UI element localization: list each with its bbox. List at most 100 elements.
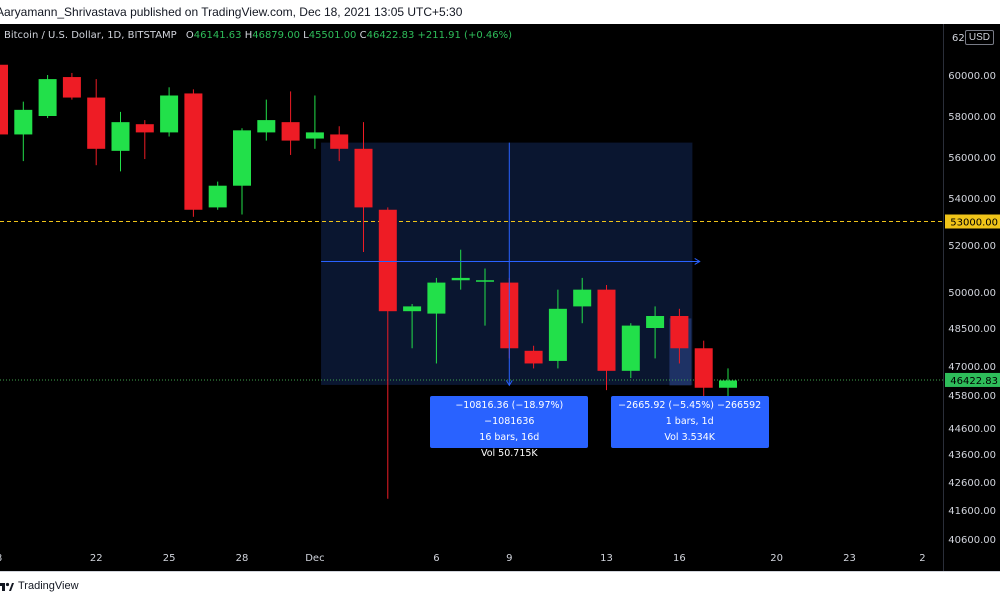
- bullish-candle: [208, 181, 227, 210]
- y-axis-tick-label: 41600.00: [948, 506, 996, 517]
- bullish-candle: [573, 277, 592, 324]
- price-range-measure-box[interactable]: −2665.92 (−5.45%) −266592 1 bars, 1d Vol…: [610, 396, 769, 448]
- bearish-candle: [694, 340, 713, 398]
- bearish-candle: [135, 120, 154, 160]
- currency-button[interactable]: USD: [964, 30, 994, 45]
- y-axis-tick-label: 56000.00: [948, 153, 996, 164]
- candlestick-chart[interactable]: 8 22 25 28 Dec 6 9 13 16 20 23 2: [0, 24, 943, 571]
- candle-body: [646, 316, 665, 328]
- y-axis-tick-label: 43600.00: [948, 450, 996, 461]
- price-range-measure-box[interactable]: −10816.36 (−18.97%) −1081636 16 bars, 16…: [430, 396, 589, 459]
- candle-body: [62, 77, 81, 98]
- candle-body: [305, 132, 324, 139]
- candle-body: [330, 134, 349, 149]
- low-value: 45501.00: [308, 30, 357, 41]
- candle-body: [476, 280, 494, 282]
- high-value: 46879.00: [252, 30, 300, 41]
- y-axis-tick-label: 45800.00: [948, 391, 996, 402]
- measure-volume: Vol 3.534K: [664, 432, 716, 443]
- candle-body: [0, 64, 8, 135]
- y-axis-tick-label: 58000.00: [948, 112, 996, 123]
- bearish-candle: [670, 308, 689, 364]
- bearish-candle: [597, 284, 616, 391]
- candle-body: [135, 124, 154, 133]
- measure-change: −2665.92 (−5.45%) −266592: [618, 400, 762, 411]
- bullish-candle: [14, 101, 33, 162]
- low-label: L: [303, 30, 309, 41]
- price-tag-label: 53000.00: [950, 218, 998, 229]
- chart-area[interactable]: 8 22 25 28 Dec 6 9 13 16 20 23 2 Bitcoin / U.S. Dol…: [0, 24, 943, 571]
- symbol-name: Bitcoin / U.S. Dollar, 1D, BITSTAMP: [4, 30, 177, 41]
- bearish-candle: [378, 207, 397, 499]
- y-axis-tick-label: 52000.00: [948, 241, 996, 252]
- bullish-candle: [621, 323, 640, 379]
- candle-body: [14, 109, 33, 135]
- close-value: 46422.83: [366, 30, 415, 41]
- candle-body: [670, 316, 689, 349]
- x-axis-tick-label: 22: [90, 553, 103, 564]
- tradingview-icon: [0, 582, 14, 591]
- y-axis-tick-label: 50000.00: [948, 288, 996, 299]
- bullish-candle: [160, 87, 179, 137]
- bullish-candle: [257, 99, 276, 141]
- y-axis-tick-label: 42600.00: [948, 478, 996, 489]
- open-value: 46141.63: [193, 30, 242, 41]
- x-axis-tick-label: 13: [600, 553, 613, 564]
- x-axis-tick-label: 28: [236, 553, 249, 564]
- open-label: O: [185, 30, 194, 41]
- bearish-candle: [87, 79, 106, 166]
- x-axis-tick-label: 16: [673, 553, 686, 564]
- candle-body: [87, 97, 106, 149]
- candle-body: [111, 122, 130, 151]
- y-axis-tick-label: 40600.00: [948, 535, 996, 546]
- bearish-candle: [62, 72, 81, 100]
- x-axis-tick-label: 25: [163, 553, 176, 564]
- measure-volume: Vol 50.715K: [480, 448, 538, 459]
- price-axis[interactable]: 60000.00 58000.00 56000.00 54000.00 52000.00…: [943, 24, 1000, 571]
- tradingview-logo[interactable]: TradingView: [0, 578, 79, 594]
- candle-body: [621, 325, 640, 371]
- high-label: H: [244, 30, 253, 41]
- y-axis-tick-label: 47000.00: [948, 362, 996, 373]
- x-axis-tick-label: 9: [506, 553, 512, 564]
- candle-body: [378, 209, 397, 312]
- bearish-candle: [281, 91, 300, 155]
- candle-body: [694, 348, 713, 388]
- candle-body: [427, 282, 446, 314]
- bullish-candle: [38, 75, 57, 119]
- y-axis-tick-label: 60000.00: [948, 71, 996, 82]
- price-axis-labels: 60000.00 58000.00 56000.00 54000.00 52000.00…: [945, 33, 1000, 546]
- candle-body: [233, 130, 251, 186]
- bullish-candle: [403, 304, 422, 349]
- candle-body: [597, 289, 616, 371]
- publish-header: Aaryamann_Shrivastava published on Tradi…: [0, 0, 1000, 24]
- candle-body: [184, 93, 203, 210]
- bullish-candle: [427, 277, 446, 364]
- alert-price-tag: [945, 214, 1000, 229]
- candle-body: [573, 289, 592, 307]
- y-axis-tick-label: 48500.00: [948, 324, 996, 335]
- x-axis-tick-label: 8: [0, 553, 2, 564]
- bullish-candle: [646, 306, 665, 359]
- bullish-candle: [111, 111, 130, 172]
- bearish-candle: [330, 126, 349, 162]
- bullish-candle: [548, 289, 567, 369]
- bearish-candle: [354, 122, 373, 253]
- bullish-candle: [233, 128, 251, 215]
- candle-body: [38, 79, 57, 116]
- candle-body: [719, 380, 737, 388]
- footer-bar: TradingView: [0, 571, 1000, 600]
- measure-arrow-head: [694, 258, 701, 265]
- candle-body: [354, 148, 373, 208]
- measure-bars: 16 bars, 16d: [479, 432, 540, 443]
- x-axis-tick-label: 6: [433, 553, 439, 564]
- candle-body: [403, 306, 422, 312]
- price-tag-label: 46422.83: [950, 376, 998, 387]
- x-axis-tick-label: Dec: [305, 553, 324, 564]
- publish-header-text: Aaryamann_Shrivastava published on Tradi…: [0, 5, 463, 19]
- y-axis-tick-label: 44600.00: [948, 424, 996, 435]
- brand-label: TradingView: [18, 580, 79, 592]
- bullish-candle: [451, 249, 470, 290]
- symbol-legend: Bitcoin / U.S. Dollar, 1D, BITSTAMP O461…: [4, 30, 512, 41]
- candle-body: [524, 350, 543, 364]
